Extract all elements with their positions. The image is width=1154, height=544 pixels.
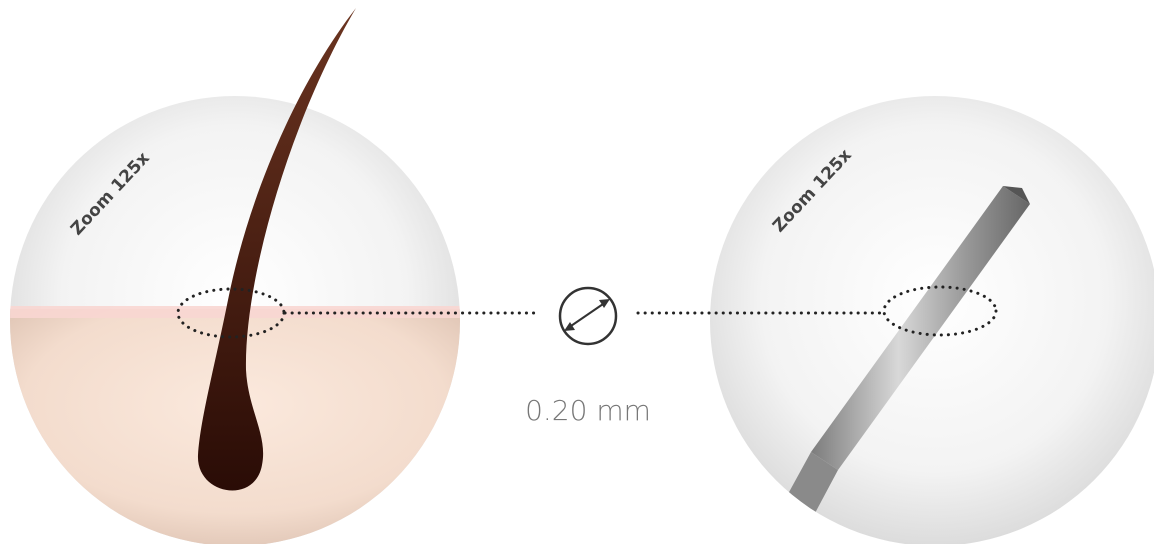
right-magnifier: Zoom 125x (710, 96, 1154, 544)
needle (811, 186, 1030, 470)
left-magnifier: Zoom 125x (10, 8, 460, 544)
needle-tip (1003, 186, 1030, 204)
focus-ring (882, 285, 998, 337)
hair (197, 8, 356, 491)
measurement-label: 0.20 mm (525, 394, 651, 427)
diameter-icon (558, 286, 618, 346)
